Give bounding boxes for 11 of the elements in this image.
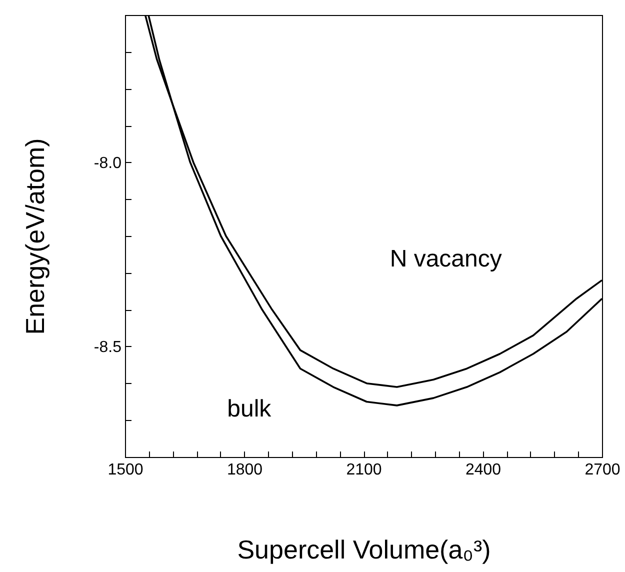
x-tick-label: 1800 xyxy=(226,462,263,478)
x-tick-label: 1500 xyxy=(108,462,144,478)
x-tick-label: 2700 xyxy=(584,462,620,478)
text: N vacancy xyxy=(390,246,502,273)
y-axis-title: Energy(eV/atom) xyxy=(20,138,50,335)
x-tick-label: 2100 xyxy=(346,462,382,478)
y-tick-label: -8.5 xyxy=(94,339,122,356)
y-tick-label: -8.0 xyxy=(94,154,122,172)
x-axis-title: Supercell Volume(a₀³) xyxy=(237,534,491,564)
series-label: bulk xyxy=(227,396,272,423)
x-tick-label: 2400 xyxy=(465,462,502,478)
